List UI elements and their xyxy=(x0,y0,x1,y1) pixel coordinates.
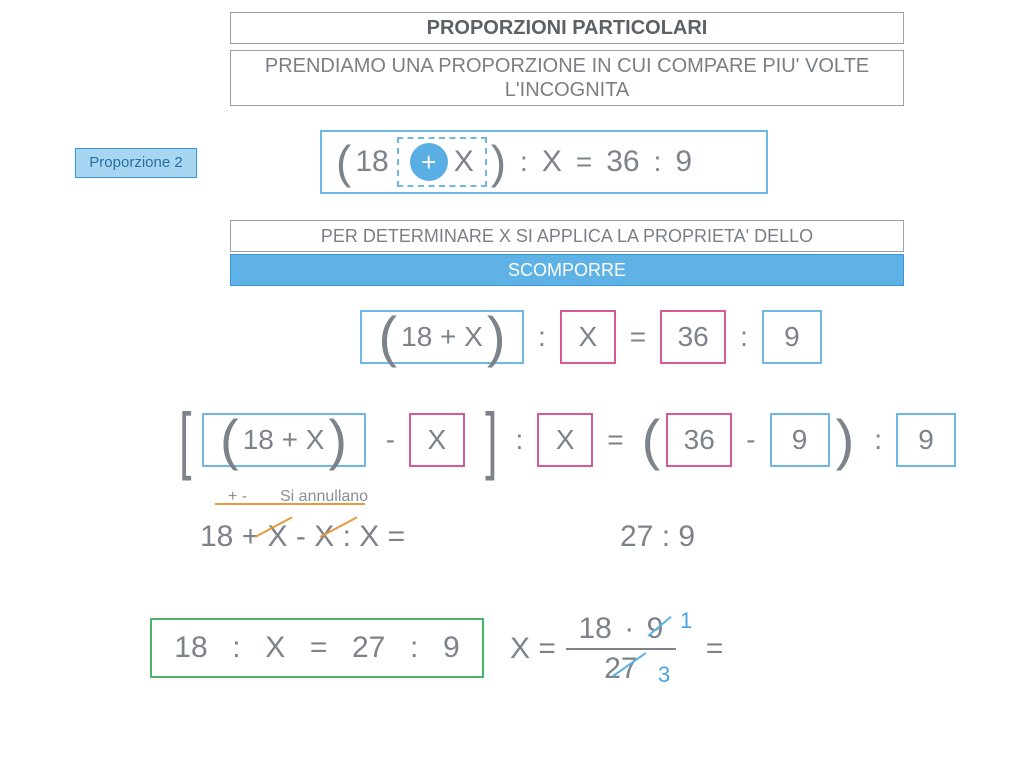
r1-b: 36 xyxy=(660,310,726,364)
r2-c: 9 xyxy=(770,413,830,467)
r1-p1: 18 + X xyxy=(401,321,483,353)
bracket-close: ] xyxy=(485,410,497,470)
r2-minus2: - xyxy=(746,424,755,456)
dot: · xyxy=(624,612,634,645)
statement-text: PER DETERMINARE X SI APPLICA LA PROPRIET… xyxy=(321,226,813,246)
r2-p1: 18 + X xyxy=(243,424,325,456)
colon-1: : xyxy=(520,146,528,178)
res-c: 27 xyxy=(352,631,385,665)
eq1-x: X xyxy=(542,145,562,179)
title-box: PROPORZIONI PARTICOLARI xyxy=(230,12,904,44)
r2-p1-box: ( 18 + X ) xyxy=(202,413,366,467)
num-a: 18 xyxy=(579,612,612,645)
tag-text: Proporzione 2 xyxy=(89,154,182,171)
paren-close: ) xyxy=(491,139,506,185)
r2-colon1: : xyxy=(515,424,523,456)
eq1-a: 18 xyxy=(355,145,388,179)
dashed-highlight: + X xyxy=(397,137,487,187)
res-b: X xyxy=(265,631,285,665)
paren-close-2: ) xyxy=(836,415,855,465)
simplify-3: 3 xyxy=(658,662,670,688)
subtitle-line1: PRENDIAMO UNA PROPORZIONE IN CUI COMPARE… xyxy=(231,54,903,78)
equals-1: = xyxy=(576,146,592,178)
r2-minus: - xyxy=(386,424,395,456)
paren-open-2: ( xyxy=(642,415,661,465)
subtitle-box: PRENDIAMO UNA PROPORZIONE IN CUI COMPARE… xyxy=(230,50,904,106)
row-3-left: 18 + X - X : X = xyxy=(200,520,405,554)
underline-orange xyxy=(215,503,365,505)
bracket-open: [ xyxy=(179,410,191,470)
equation-1-box: ( 18 + X ) : X = 36 : 9 xyxy=(320,130,768,194)
r2-c2: 9 xyxy=(896,413,956,467)
paren-open: ( xyxy=(336,139,351,185)
frac-tail: = xyxy=(706,632,724,666)
row-2: [ ( 18 + X ) - X ] : X = ( 36 - 9 ) : 9 xyxy=(175,410,956,470)
r1-c: 9 xyxy=(762,310,822,364)
res-a: 18 xyxy=(174,631,207,665)
r2-colon2: : xyxy=(874,424,882,456)
proportion-tag: Proporzione 2 xyxy=(75,148,197,178)
row-3-right: 27 : 9 xyxy=(620,520,695,554)
r1-paren-box: ( 18 + X ) xyxy=(360,310,524,364)
res-eq: = xyxy=(310,631,328,665)
r1-x: X xyxy=(560,310,616,364)
r2-mx: X xyxy=(409,413,465,467)
subtitle-line2: L'INCOGNITA xyxy=(231,78,903,102)
property-box: SCOMPORRE xyxy=(230,254,904,286)
row-1: ( 18 + X ) : X = 36 : 9 xyxy=(360,310,822,364)
eq1-b: 36 xyxy=(606,145,639,179)
r1-colon1: : xyxy=(538,321,546,353)
plus-circle: + xyxy=(410,143,448,181)
r2-dx: X xyxy=(537,413,593,467)
res-colon2: : xyxy=(410,631,418,665)
res-colon1: : xyxy=(232,631,240,665)
property-text: SCOMPORRE xyxy=(508,260,626,280)
eq1-var: X xyxy=(454,145,474,179)
result-box: 18 : X = 27 : 9 xyxy=(150,618,484,678)
r1-eq: = xyxy=(630,321,646,353)
eq1-c: 9 xyxy=(675,145,692,179)
colon-1b: : xyxy=(654,146,662,178)
title-text: PROPORZIONI PARTICOLARI xyxy=(427,17,708,39)
r2-eq: = xyxy=(607,424,623,456)
statement-box: PER DETERMINARE X SI APPLICA LA PROPRIET… xyxy=(230,220,904,252)
frac-lead: X = xyxy=(510,632,556,666)
r1-colon2: : xyxy=(740,321,748,353)
res-d: 9 xyxy=(443,631,460,665)
simplify-1: 1 xyxy=(680,608,692,634)
r2-b: 36 xyxy=(666,413,732,467)
